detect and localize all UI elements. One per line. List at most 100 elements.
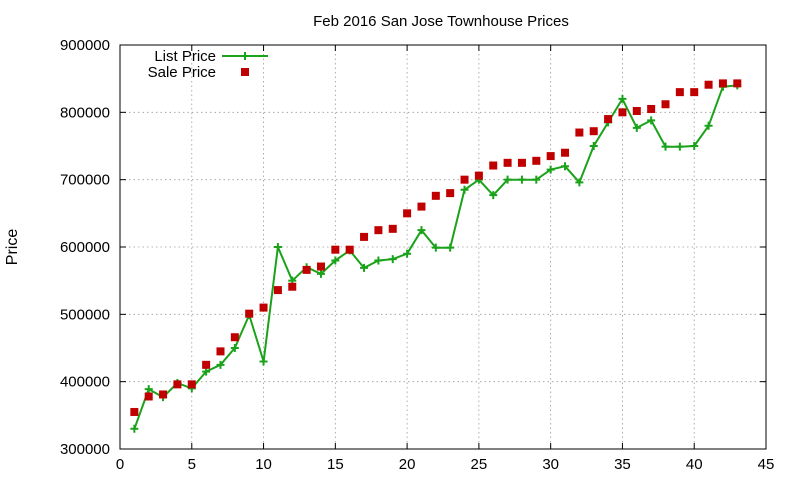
sale-price-point <box>259 303 268 312</box>
sale-price-point <box>718 79 727 88</box>
chart-title: Feb 2016 San Jose Townhouse Prices <box>313 13 569 30</box>
sale-price-point <box>532 156 541 165</box>
list-price-point <box>273 243 282 251</box>
x-tick-label: 35 <box>614 456 631 473</box>
sale-price-point <box>431 191 440 200</box>
sale-price-point <box>503 158 512 167</box>
list-price-point <box>202 367 211 376</box>
list-price-point <box>431 243 440 252</box>
list-price-point <box>331 256 340 265</box>
list-price-point <box>647 116 656 125</box>
y-tick-label: 400000 <box>60 374 110 391</box>
list-price-line <box>133 84 738 430</box>
list-price-point <box>675 142 684 151</box>
sale-price-point <box>302 265 311 274</box>
list-price-point <box>532 175 541 184</box>
sale-price-point <box>474 171 483 180</box>
sale-price-point <box>647 104 656 113</box>
list-price-point <box>618 94 627 103</box>
sale-price-point <box>288 282 297 291</box>
list-price-point <box>403 249 412 258</box>
sale-price-point <box>144 392 153 401</box>
sale-price-point <box>661 100 670 109</box>
y-tick-label: 600000 <box>60 239 110 256</box>
y-tick-label: 500000 <box>60 306 110 323</box>
list-price-point <box>460 185 469 194</box>
sale-price-point <box>489 161 498 170</box>
list-price-point <box>632 123 641 132</box>
sale-price-point <box>690 88 699 97</box>
list-price-point <box>259 357 268 366</box>
sale-price-point <box>216 347 225 356</box>
list-price-point <box>417 226 426 235</box>
legend-label-sale-price: Sale Price <box>148 64 216 81</box>
list-price-point <box>316 269 325 278</box>
x-tick-label: 10 <box>255 456 272 473</box>
list-price-point <box>144 385 153 394</box>
legend: List Price Sale Price <box>148 48 268 81</box>
x-tick-label: 45 <box>758 456 775 473</box>
sale-price-point <box>360 232 369 241</box>
list-price-point <box>374 256 383 265</box>
x-tick-label: 0 <box>116 456 124 473</box>
list-price-point <box>503 175 512 184</box>
y-tick-label: 700000 <box>60 172 110 189</box>
legend-label-list-price: List Price <box>154 48 216 65</box>
sale-price-point <box>345 245 354 254</box>
sale-price-point <box>245 309 254 318</box>
sale-price-point <box>575 128 584 137</box>
list-price-point <box>661 142 670 151</box>
list-price-point <box>546 165 555 174</box>
sale-price-point <box>704 80 713 89</box>
sale-price-point <box>417 202 426 211</box>
sale-price-point <box>403 209 412 218</box>
list-price-point <box>704 121 713 130</box>
sale-price-point <box>618 108 627 117</box>
sale-price-point <box>159 390 168 399</box>
legend-marker-list-price <box>241 52 249 60</box>
sale-price-point <box>446 189 455 198</box>
sale-price-point <box>589 127 598 136</box>
list-price-point <box>388 255 397 264</box>
y-axis-label: Price <box>4 229 21 266</box>
list-price-point <box>575 178 584 187</box>
list-price-point <box>690 142 699 150</box>
y-tick-label: 900000 <box>60 37 110 54</box>
x-tick-label: 40 <box>686 456 703 473</box>
sale-price-point <box>561 148 570 157</box>
sale-price-point <box>202 360 211 369</box>
x-tick-label: 30 <box>542 456 559 473</box>
sale-price-point <box>460 175 469 184</box>
sale-price-point <box>331 245 340 254</box>
sale-price-point <box>733 79 742 88</box>
sale-price-point <box>517 158 526 167</box>
sale-price-point <box>374 226 383 235</box>
sale-price-point <box>388 224 397 233</box>
x-tick-label: 5 <box>188 456 196 473</box>
sale-price-point <box>632 106 641 115</box>
sale-price-point <box>273 286 282 295</box>
legend-swatch-sale-price <box>241 68 249 76</box>
sale-price-point <box>604 115 613 124</box>
list-price-point <box>360 263 369 272</box>
list-price-point <box>130 424 139 433</box>
y-tick-label: 800000 <box>60 104 110 121</box>
tick-layer: 0 5 10 15 20 25 30 35 40 45 300000 400000 500000 6000… <box>60 37 774 473</box>
sale-price-point <box>130 407 139 416</box>
series-layer <box>130 79 742 433</box>
sale-price-point <box>546 152 555 161</box>
x-tick-label: 25 <box>471 456 488 473</box>
x-tick-label: 20 <box>399 456 416 473</box>
sale-price-point <box>675 88 684 97</box>
list-price-point <box>517 175 526 184</box>
y-tick-label: 300000 <box>60 441 110 458</box>
list-price-point <box>216 360 225 369</box>
sale-price-point <box>230 333 239 342</box>
list-price-point <box>561 162 570 171</box>
x-tick-label: 15 <box>327 456 344 473</box>
list-price-point <box>446 243 455 252</box>
list-price-point <box>489 191 498 200</box>
list-price-point <box>230 344 239 352</box>
list-price-point <box>589 142 598 150</box>
